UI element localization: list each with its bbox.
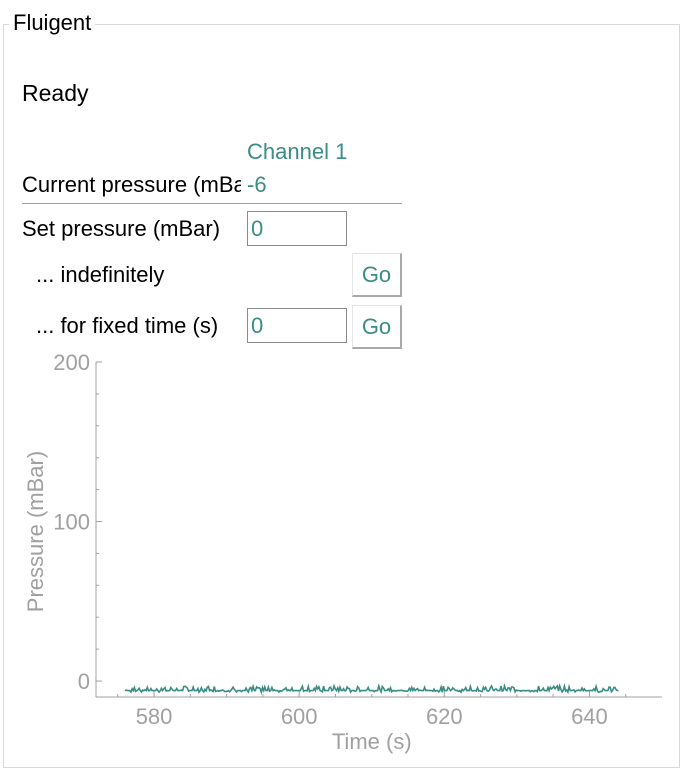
x-axis-label: Time (s) — [332, 729, 412, 754]
set-pressure-input[interactable]: 0 — [247, 211, 347, 246]
current-pressure-value: -6 — [247, 172, 267, 197]
current-pressure-label: Current pressure (mBar) — [22, 172, 241, 197]
separator — [22, 203, 402, 204]
x-tick-label: 640 — [571, 704, 608, 729]
channel-header: Channel 1 — [247, 139, 348, 164]
x-tick-label: 620 — [426, 704, 463, 729]
status-text: Ready — [22, 80, 89, 106]
x-tick-label: 600 — [281, 704, 318, 729]
fixed-time-input[interactable]: 0 — [247, 308, 347, 343]
set-pressure-label: Set pressure (mBar) — [22, 216, 221, 241]
pressure-series-line — [124, 683, 619, 696]
go-fixed-time-button[interactable]: Go — [352, 305, 402, 349]
fixed-time-label: ... for fixed time (s) — [36, 313, 219, 338]
indefinitely-label: ... indefinitely — [36, 262, 165, 287]
y-tick-label: 100 — [53, 510, 90, 535]
y-tick-label: 200 — [53, 350, 90, 375]
x-tick-label: 580 — [136, 704, 173, 729]
panel-title: Fluigent — [9, 10, 96, 36]
fluigent-panel — [3, 24, 680, 768]
go-indefinitely-button[interactable]: Go — [352, 253, 402, 297]
pressure-chart: 0 100 200 580 600 620 640 Time (s) Pressure (mBa… — [23, 350, 662, 754]
y-tick-label: 0 — [78, 669, 90, 694]
y-axis-label: Pressure (mBar) — [23, 451, 48, 612]
